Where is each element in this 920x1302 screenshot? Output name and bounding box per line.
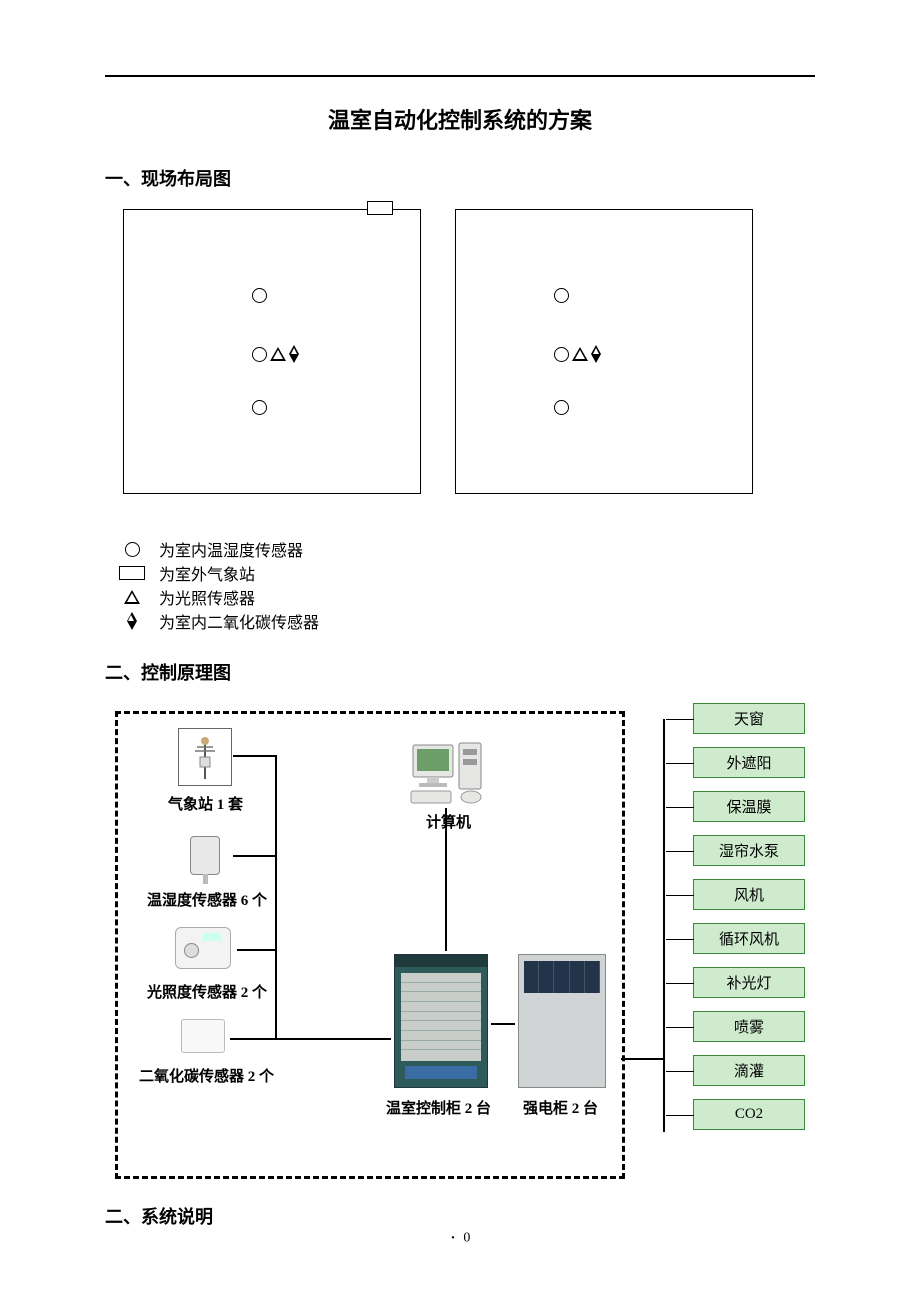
greenhouse-left: [123, 209, 421, 494]
legend-label: 为室内温湿度传感器: [159, 537, 303, 561]
power-cabinet-label: 强电柜 2 台: [523, 1097, 598, 1118]
triangle-icon: [124, 590, 140, 604]
legend-row: 为室内二氧化碳传感器: [117, 609, 815, 633]
output-box: 风机: [693, 879, 805, 910]
diamond-icon: [127, 612, 138, 630]
circle-icon: [554, 347, 569, 362]
section-3-title: 二、系统说明: [105, 1203, 815, 1229]
circle-icon: [252, 288, 267, 303]
legend-row: 为室内温湿度传感器: [117, 537, 815, 561]
output-box: 湿帘水泵: [693, 835, 805, 866]
weather-station-icon: [178, 728, 232, 786]
control-cabinet-label: 温室控制柜 2 台: [386, 1097, 491, 1118]
legend-row: 为室外气象站: [117, 561, 815, 585]
weather-station-label: 气象站 1 套: [168, 793, 243, 814]
circle-icon: [252, 400, 267, 415]
wire: [233, 855, 275, 857]
legend-label: 为室外气象站: [159, 561, 255, 585]
output-box: 循环风机: [693, 923, 805, 954]
legend-row: 为光照传感器: [117, 585, 815, 609]
page-number: 0: [463, 1231, 470, 1246]
greenhouse-right: [455, 209, 753, 494]
wire: [237, 949, 275, 951]
output-box: 天窗: [693, 703, 805, 734]
rect-icon: [119, 566, 145, 580]
triangle-icon: [270, 347, 286, 361]
wire: [230, 1038, 275, 1040]
control-cabinet-icon: [391, 951, 491, 1091]
light-sensor-label: 光照度传感器 2 个: [147, 981, 267, 1002]
circle-icon: [554, 288, 569, 303]
page-title: 温室自动化控制系统的方案: [105, 75, 815, 155]
weather-station-marker: [367, 201, 393, 215]
section-2-title: 二、控制原理图: [105, 659, 815, 685]
legend-label: 为室内二氧化碳传感器: [159, 609, 319, 633]
diamond-icon: [591, 345, 602, 363]
output-box: 补光灯: [693, 967, 805, 998]
temp-humid-label: 温湿度传感器 6 个: [147, 889, 267, 910]
header-rule: [105, 75, 815, 77]
computer-label: 计算机: [426, 811, 471, 832]
circle-icon: [554, 400, 569, 415]
circle-icon: [252, 347, 267, 362]
output-list: 天窗 外遮阳 保温膜 湿帘水泵 风机 循环风机 补光灯 喷雾 滴灌 CO2: [693, 703, 805, 1143]
temp-humid-sensor-icon: [178, 829, 232, 882]
wire: [275, 1038, 391, 1040]
output-bus: [663, 719, 665, 1132]
triangle-icon: [572, 347, 588, 361]
co2-sensor-label: 二氧化碳传感器 2 个: [139, 1065, 274, 1086]
wire: [491, 1023, 515, 1025]
circle-icon: [125, 542, 140, 557]
light-sensor-icon: [170, 923, 236, 973]
wire: [233, 755, 275, 757]
output-box: 滴灌: [693, 1055, 805, 1086]
output-box: 喷雾: [693, 1011, 805, 1042]
control-diagram: 气象站 1 套 温湿度传感器 6 个 光照度传感器 2 个 二氧化碳传感器 2 …: [105, 703, 815, 1193]
legend-label: 为光照传感器: [159, 585, 255, 609]
diamond-icon: [289, 345, 300, 363]
page-footer: · 0: [0, 1227, 920, 1250]
wire: [275, 755, 277, 1039]
section-1-title: 一、现场布局图: [105, 165, 815, 191]
computer-icon: [408, 737, 488, 807]
output-box: 保温膜: [693, 791, 805, 822]
output-bus-h: [621, 1058, 665, 1060]
output-box: 外遮阳: [693, 747, 805, 778]
legend: 为室内温湿度传感器 为室外气象站 为光照传感器 为室内二氧化碳传感器: [117, 537, 815, 633]
co2-sensor-icon: [177, 1015, 229, 1057]
power-cabinet-icon: [515, 951, 609, 1091]
output-box: CO2: [693, 1099, 805, 1130]
layout-diagram: [105, 209, 815, 509]
